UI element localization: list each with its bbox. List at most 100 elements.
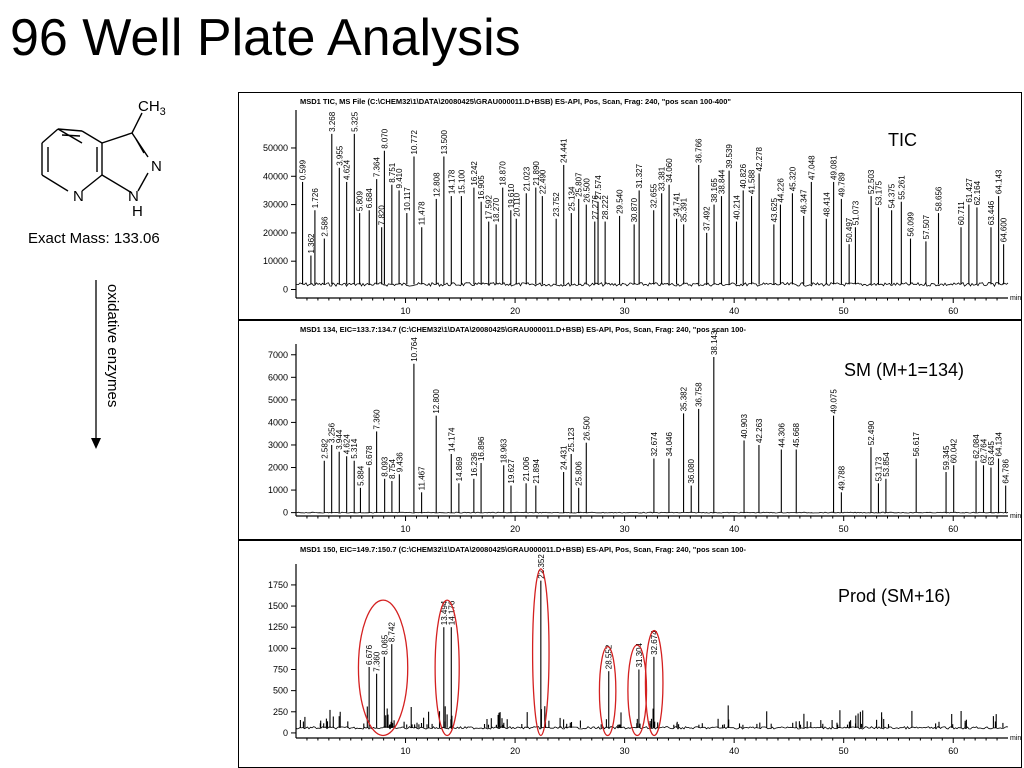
peak-label: 64.143 bbox=[995, 169, 1004, 194]
peak-label: 24.441 bbox=[560, 138, 569, 163]
peak-label: 3.256 bbox=[328, 422, 337, 443]
x-tick-label: 10 bbox=[401, 306, 411, 316]
y-tick-label: 20000 bbox=[263, 228, 288, 238]
peak-label: 47.048 bbox=[807, 155, 816, 180]
x-axis-unit: min bbox=[1010, 513, 1021, 520]
x-tick-label: 60 bbox=[948, 306, 958, 316]
peak-label: 9.410 bbox=[395, 168, 404, 189]
peak-label: 12.800 bbox=[432, 389, 441, 414]
chromatogram-stack: MSD1 TIC, MS File (C:\CHEM32\1\DATA\2008… bbox=[238, 92, 1022, 768]
peak-label: 42.278 bbox=[755, 146, 764, 171]
peak-label: 14.178 bbox=[447, 169, 456, 194]
peak-label: 18.270 bbox=[492, 197, 501, 222]
atom-n-pyrazole: N bbox=[151, 158, 162, 175]
x-tick-label: 30 bbox=[620, 746, 630, 756]
x-tick-label: 40 bbox=[729, 746, 739, 756]
x-tick-label: 50 bbox=[839, 306, 849, 316]
baseline-trace bbox=[296, 511, 1009, 514]
peak-label: 10.772 bbox=[410, 129, 419, 154]
peak-label: 29.540 bbox=[616, 189, 625, 214]
peak-label: 51.073 bbox=[851, 200, 860, 225]
peak-label: 8.754 bbox=[388, 458, 397, 479]
peak-label: 21.023 bbox=[522, 166, 531, 191]
peak-label: 16.896 bbox=[477, 436, 486, 461]
peak-label: 5.325 bbox=[350, 111, 359, 132]
y-tick-label: 1500 bbox=[268, 601, 288, 611]
peak-label: 48.414 bbox=[822, 192, 831, 217]
arrow-head bbox=[91, 438, 101, 449]
y-tick-label: 3000 bbox=[268, 440, 288, 450]
molecule-bonds bbox=[41, 112, 149, 194]
y-tick-label: 250 bbox=[273, 707, 288, 717]
highlight-ellipse bbox=[531, 568, 550, 737]
x-tick-label: 50 bbox=[839, 746, 849, 756]
peak-label: 64.134 bbox=[995, 431, 1004, 456]
peak-label: 35.382 bbox=[680, 386, 689, 411]
page-title: 96 Well Plate Analysis bbox=[10, 9, 521, 67]
peak-label: 18.963 bbox=[500, 438, 509, 463]
y-tick-label: 10000 bbox=[263, 256, 288, 266]
panel-frame bbox=[238, 540, 1022, 768]
peak-label: 49.788 bbox=[837, 465, 846, 490]
peak-label: 31.327 bbox=[635, 163, 644, 188]
molecule-structure: N N N H CH3 bbox=[41, 98, 166, 220]
y-tick-label: 750 bbox=[273, 664, 288, 674]
peak-label: 40.903 bbox=[740, 413, 749, 438]
peak-label: 62.764 bbox=[980, 438, 989, 463]
reaction-label: oxidative enzymes bbox=[104, 284, 121, 408]
peak-label: 5.314 bbox=[350, 438, 359, 459]
methyl-text: CH bbox=[138, 98, 160, 115]
peak-label: 20.110 bbox=[512, 192, 521, 216]
x-tick-label: 20 bbox=[510, 306, 520, 316]
peak-label: 26.500 bbox=[582, 178, 591, 203]
peak-label: 5.809 bbox=[356, 191, 365, 212]
y-tick-label: 1250 bbox=[268, 622, 288, 632]
peak-label: 19.610 bbox=[507, 183, 516, 208]
peak-label: 55.261 bbox=[897, 175, 906, 200]
peak-label: 13.494 bbox=[440, 600, 449, 625]
exact-mass-label: Exact Mass: 133.06 bbox=[28, 230, 160, 247]
peak-label: 39.539 bbox=[725, 144, 734, 169]
peak-label: 7.360 bbox=[373, 651, 382, 672]
reaction-arrow bbox=[91, 280, 101, 449]
y-tick-label: 1000 bbox=[268, 643, 288, 653]
y-tick-label: 7000 bbox=[268, 350, 288, 360]
baseline-trace bbox=[296, 281, 1009, 288]
peak-label: 28.222 bbox=[601, 195, 610, 220]
y-tick-label: 0 bbox=[283, 728, 288, 738]
highlight-ellipse bbox=[357, 599, 409, 737]
peak-label: 26.500 bbox=[582, 416, 591, 441]
peak-label: 8.070 bbox=[380, 128, 389, 149]
peak-label: 14.174 bbox=[447, 427, 456, 452]
peak-label: 2.582 bbox=[320, 438, 329, 459]
x-tick-label: 40 bbox=[729, 524, 739, 534]
peak-label: 32.674 bbox=[650, 431, 659, 456]
x-tick-label: 40 bbox=[729, 306, 739, 316]
peak-label: 59.345 bbox=[942, 445, 951, 470]
peak-label: 62.084 bbox=[972, 434, 981, 459]
peak-label: 49.789 bbox=[837, 172, 846, 197]
panel-header: MSD1 150, EIC=149.7:150.7 (C:\CHEM32\1\D… bbox=[300, 545, 746, 554]
peak-label: 53.854 bbox=[882, 452, 891, 477]
peak-label: 31.304 bbox=[635, 642, 644, 667]
peak-label: 9.436 bbox=[395, 452, 404, 473]
peak-label: 4.624 bbox=[343, 434, 352, 455]
peak-label: 38.143 bbox=[710, 330, 719, 355]
x-tick-label: 30 bbox=[620, 306, 630, 316]
peak-label: 8.742 bbox=[388, 622, 397, 643]
peak-label: 21.890 bbox=[532, 161, 541, 186]
peak-label: 21.006 bbox=[522, 456, 531, 481]
peak-label: 36.758 bbox=[695, 382, 704, 407]
peak-label: 50.497 bbox=[845, 217, 854, 242]
peak-label: 25.806 bbox=[575, 461, 584, 486]
peak-label: 30.870 bbox=[630, 197, 639, 222]
peak-label: 22.352 bbox=[537, 554, 546, 579]
peak-label: 16.905 bbox=[477, 175, 486, 200]
peak-label: 7.360 bbox=[373, 409, 382, 430]
x-tick-label: 60 bbox=[948, 746, 958, 756]
peak-label: 8.065 bbox=[380, 634, 389, 655]
peak-label: 2.586 bbox=[320, 216, 329, 237]
peak-label: 53.175 bbox=[874, 180, 883, 205]
peak-label: 23.752 bbox=[552, 192, 561, 217]
y-tick-label: 6000 bbox=[268, 372, 288, 382]
